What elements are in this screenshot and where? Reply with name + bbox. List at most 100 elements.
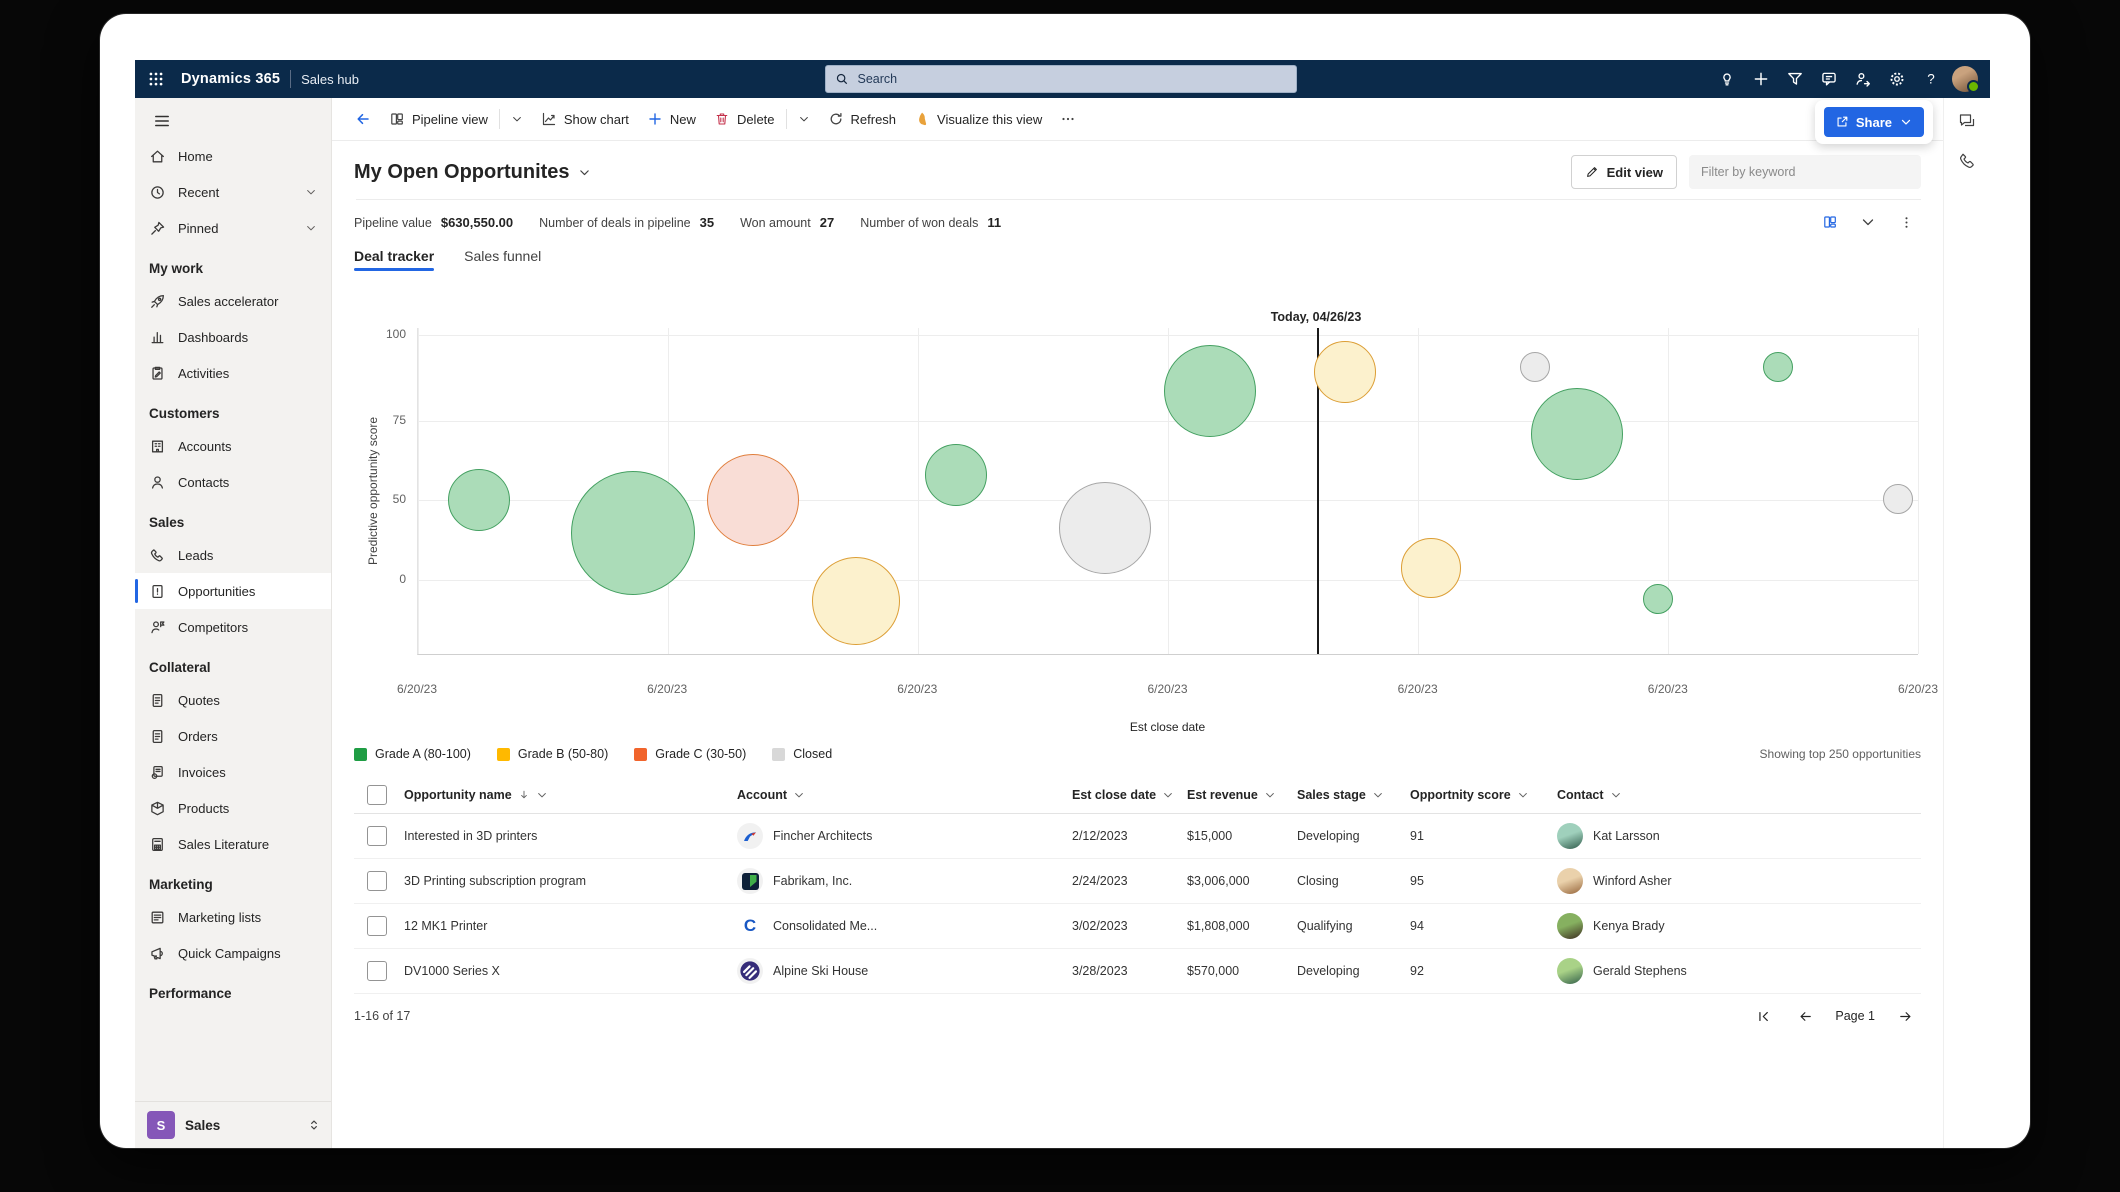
back-button[interactable] bbox=[346, 103, 380, 135]
sidebar-item-sales-literature[interactable]: Sales Literature bbox=[135, 826, 331, 862]
sidebar-item-activities[interactable]: Activities bbox=[135, 355, 331, 391]
add-icon[interactable] bbox=[1746, 64, 1776, 94]
account-cell[interactable]: Fabrikam, Inc. bbox=[737, 868, 1072, 894]
search-box[interactable] bbox=[824, 65, 1297, 93]
opportunity-bubble[interactable] bbox=[1164, 345, 1256, 437]
sidebar-item-label: Marketing lists bbox=[178, 909, 262, 925]
table-row[interactable]: 3D Printing subscription program Fabrikam… bbox=[354, 859, 1921, 904]
opportunity-bubble[interactable] bbox=[1520, 352, 1550, 382]
sidebar-item-opportunities[interactable]: Opportunities bbox=[135, 573, 331, 609]
account-cell[interactable]: Fincher Architects bbox=[737, 823, 1072, 849]
opportunity-bubble[interactable] bbox=[707, 454, 799, 546]
previous-page-icon[interactable] bbox=[1793, 1004, 1817, 1028]
sidebar-item-products[interactable]: Products bbox=[135, 790, 331, 826]
column-header-est-close-date[interactable]: Est close date bbox=[1072, 788, 1187, 802]
row-checkbox[interactable] bbox=[367, 916, 387, 936]
opportunity-name[interactable]: DV1000 Series X bbox=[404, 964, 500, 978]
filter-icon[interactable] bbox=[1780, 64, 1810, 94]
sidebar-item-pinned[interactable]: Pinned bbox=[135, 210, 331, 246]
sidebar-item-contacts[interactable]: Contacts bbox=[135, 464, 331, 500]
grid-view-icon[interactable] bbox=[1815, 207, 1845, 237]
table-row[interactable]: Interested in 3D printers Fincher Archite… bbox=[354, 814, 1921, 859]
account-avatar[interactable] bbox=[1950, 64, 1980, 94]
sidebar-item-competitors[interactable]: Competitors bbox=[135, 609, 331, 645]
share-button[interactable]: Share bbox=[1823, 107, 1924, 137]
delete-dropdown[interactable] bbox=[789, 103, 819, 135]
sidebar-item-orders[interactable]: Orders bbox=[135, 718, 331, 754]
brand-title[interactable]: Dynamics 365 bbox=[181, 71, 281, 87]
pipeline-view-dropdown[interactable] bbox=[502, 103, 532, 135]
opportunity-bubble[interactable] bbox=[571, 471, 695, 595]
sidebar-item-accounts[interactable]: Accounts bbox=[135, 428, 331, 464]
sidebar-item-home[interactable]: Home bbox=[135, 138, 331, 174]
opportunity-name[interactable]: Interested in 3D printers bbox=[404, 829, 538, 843]
column-header-est-revenue[interactable]: Est revenue bbox=[1187, 788, 1297, 802]
contact-cell[interactable]: Kat Larsson bbox=[1557, 823, 1921, 849]
select-all-checkbox[interactable] bbox=[367, 785, 387, 805]
new-button[interactable]: New bbox=[638, 103, 705, 135]
area-switcher[interactable]: S Sales bbox=[135, 1101, 331, 1148]
share-contact-icon[interactable] bbox=[1848, 64, 1878, 94]
column-header-opportunity-name[interactable]: Opportunity name bbox=[404, 788, 737, 802]
opportunity-bubble[interactable] bbox=[1531, 388, 1623, 480]
sidebar-item-leads[interactable]: Leads bbox=[135, 537, 331, 573]
contact-cell[interactable]: Kenya Brady bbox=[1557, 913, 1921, 939]
settings-gear-icon[interactable] bbox=[1882, 64, 1912, 94]
opportunity-bubble[interactable] bbox=[1883, 484, 1913, 514]
opportunity-bubble[interactable] bbox=[1401, 538, 1461, 598]
chat-panel-icon[interactable] bbox=[1952, 106, 1982, 136]
opportunity-bubble[interactable] bbox=[448, 469, 510, 531]
contact-cell[interactable]: Gerald Stephens bbox=[1557, 958, 1921, 984]
hamburger-menu-icon[interactable] bbox=[147, 106, 177, 136]
tab-deal-tracker[interactable]: Deal tracker bbox=[354, 248, 435, 271]
app-name[interactable]: Sales hub bbox=[301, 71, 359, 87]
column-header-contact[interactable]: Contact bbox=[1557, 788, 1921, 802]
show-chart-button[interactable]: Show chart bbox=[532, 103, 638, 135]
table-row[interactable]: DV1000 Series X Alpine Ski House 3/28/2023… bbox=[354, 949, 1921, 994]
table-row[interactable]: 12 MK1 Printer C Consolidated Me... 3/02/20… bbox=[354, 904, 1921, 949]
tab-sales-funnel[interactable]: Sales funnel bbox=[464, 248, 542, 264]
opportunity-bubble[interactable] bbox=[812, 557, 900, 645]
sidebar-item-dashboards[interactable]: Dashboards bbox=[135, 319, 331, 355]
opportunity-bubble[interactable] bbox=[1059, 482, 1151, 574]
row-checkbox[interactable] bbox=[367, 961, 387, 981]
pipeline-view-button[interactable]: Pipeline view bbox=[380, 103, 497, 135]
account-cell[interactable]: Alpine Ski House bbox=[737, 958, 1072, 984]
filter-keyword-input[interactable] bbox=[1689, 155, 1921, 189]
first-page-icon[interactable] bbox=[1751, 1004, 1775, 1028]
opportunity-bubble[interactable] bbox=[1643, 584, 1673, 614]
sidebar-item-quick-campaigns[interactable]: Quick Campaigns bbox=[135, 935, 331, 971]
help-icon[interactable]: ? bbox=[1916, 64, 1946, 94]
feedback-icon[interactable] bbox=[1814, 64, 1844, 94]
more-commands-button[interactable] bbox=[1051, 103, 1085, 135]
opportunity-name[interactable]: 3D Printing subscription program bbox=[404, 874, 587, 888]
next-page-icon[interactable] bbox=[1893, 1004, 1917, 1028]
contact-cell[interactable]: Winford Asher bbox=[1557, 868, 1921, 894]
column-header-sales-stage[interactable]: Sales stage bbox=[1297, 788, 1410, 802]
row-checkbox[interactable] bbox=[367, 826, 387, 846]
column-header-account[interactable]: Account bbox=[737, 788, 1072, 802]
visualize-view-button[interactable]: Visualize this view bbox=[905, 103, 1051, 135]
edit-view-button[interactable]: Edit view bbox=[1570, 155, 1677, 189]
opportunity-bubble[interactable] bbox=[925, 444, 987, 506]
lightbulb-icon[interactable] bbox=[1712, 64, 1742, 94]
refresh-button[interactable]: Refresh bbox=[819, 103, 906, 135]
row-checkbox[interactable] bbox=[367, 871, 387, 891]
phone-dialer-icon[interactable] bbox=[1952, 146, 1982, 176]
more-options-kebab[interactable] bbox=[1891, 207, 1921, 237]
sidebar-item-quotes[interactable]: Quotes bbox=[135, 682, 331, 718]
opportunity-name[interactable]: 12 MK1 Printer bbox=[404, 919, 488, 933]
sidebar-item-marketing-lists[interactable]: Marketing lists bbox=[135, 899, 331, 935]
view-dropdown-chevron[interactable] bbox=[1853, 207, 1883, 237]
account-cell[interactable]: C Consolidated Me... bbox=[737, 913, 1072, 939]
column-header-opportnity-score[interactable]: Opportnity score bbox=[1410, 788, 1557, 802]
sidebar-item-invoices[interactable]: Invoices bbox=[135, 754, 331, 790]
sidebar-item-recent[interactable]: Recent bbox=[135, 174, 331, 210]
page-title[interactable]: My Open Opportunites bbox=[354, 161, 591, 184]
delete-button[interactable]: Delete bbox=[705, 103, 784, 135]
app-launcher-icon[interactable] bbox=[141, 64, 171, 94]
opportunity-bubble[interactable] bbox=[1314, 341, 1376, 403]
sidebar-item-sales-accelerator[interactable]: Sales accelerator bbox=[135, 283, 331, 319]
search-input[interactable] bbox=[855, 71, 1287, 87]
opportunity-bubble[interactable] bbox=[1763, 352, 1793, 382]
